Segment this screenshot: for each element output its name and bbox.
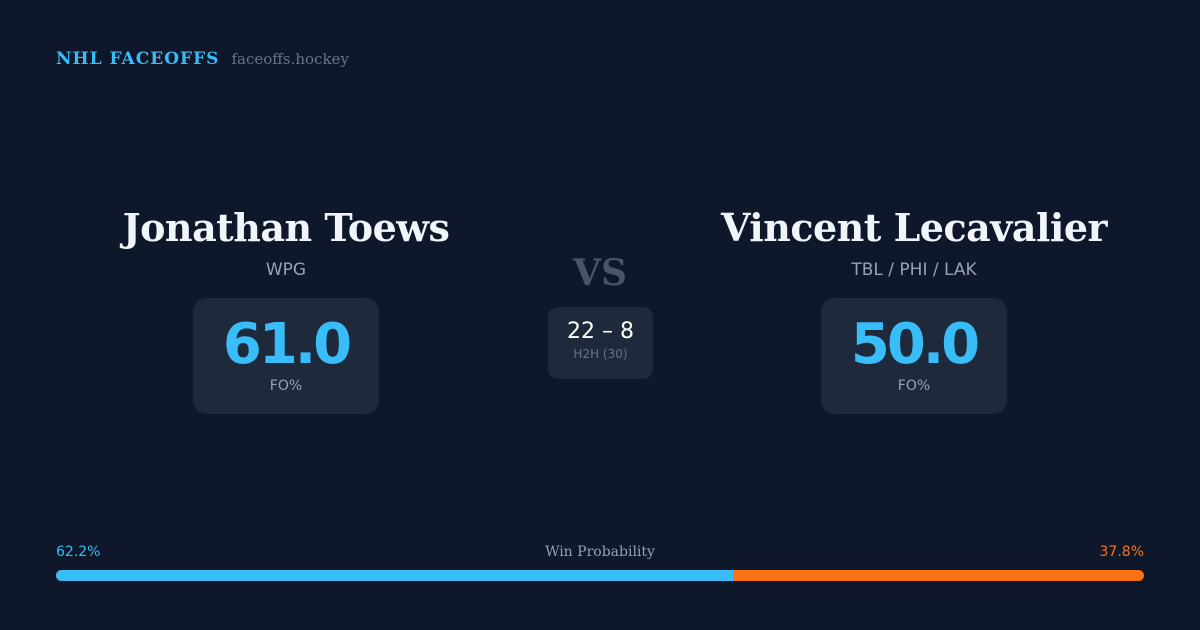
player1-fo-label: FO% xyxy=(269,378,303,394)
player1-team: WPG xyxy=(265,260,307,280)
player1-panel: Jonathan Toews WPG 61.0 FO% xyxy=(66,205,506,414)
player2-panel: Vincent Lecavalier TBL / PHI / LAK 50.0 … xyxy=(694,205,1134,414)
h2h-card: 22 – 8 H2H (30) xyxy=(548,307,653,379)
p1-win-prob: 62.2% xyxy=(56,544,101,560)
player2-fo-value: 50.0 xyxy=(850,312,980,377)
player2-fo-card: 50.0 FO% xyxy=(820,298,1008,414)
player2-team: TBL / PHI / LAK xyxy=(851,260,977,280)
h2h-score: 22 – 8 xyxy=(567,319,634,344)
player1-fo-card: 61.0 FO% xyxy=(192,298,380,414)
player2-fo-label: FO% xyxy=(897,378,931,394)
win-prob-bar-p1 xyxy=(56,570,733,581)
win-prob-label: Win Probability xyxy=(545,544,655,560)
player1-name: Jonathan Toews xyxy=(122,205,450,250)
player2-name: Vincent Lecavalier xyxy=(720,205,1108,250)
h2h-count: H2H (30) xyxy=(573,347,628,361)
brand-title: NHL FACEOFFS xyxy=(56,49,220,69)
brand-url: faceoffs.hockey xyxy=(231,50,349,68)
vs-label: VS xyxy=(573,252,627,294)
p2-win-prob: 37.8% xyxy=(1099,544,1144,560)
header: NHL FACEOFFS faceoffs.hockey xyxy=(56,49,349,69)
win-prob-bar xyxy=(56,570,1144,581)
player1-fo-value: 61.0 xyxy=(222,312,352,377)
